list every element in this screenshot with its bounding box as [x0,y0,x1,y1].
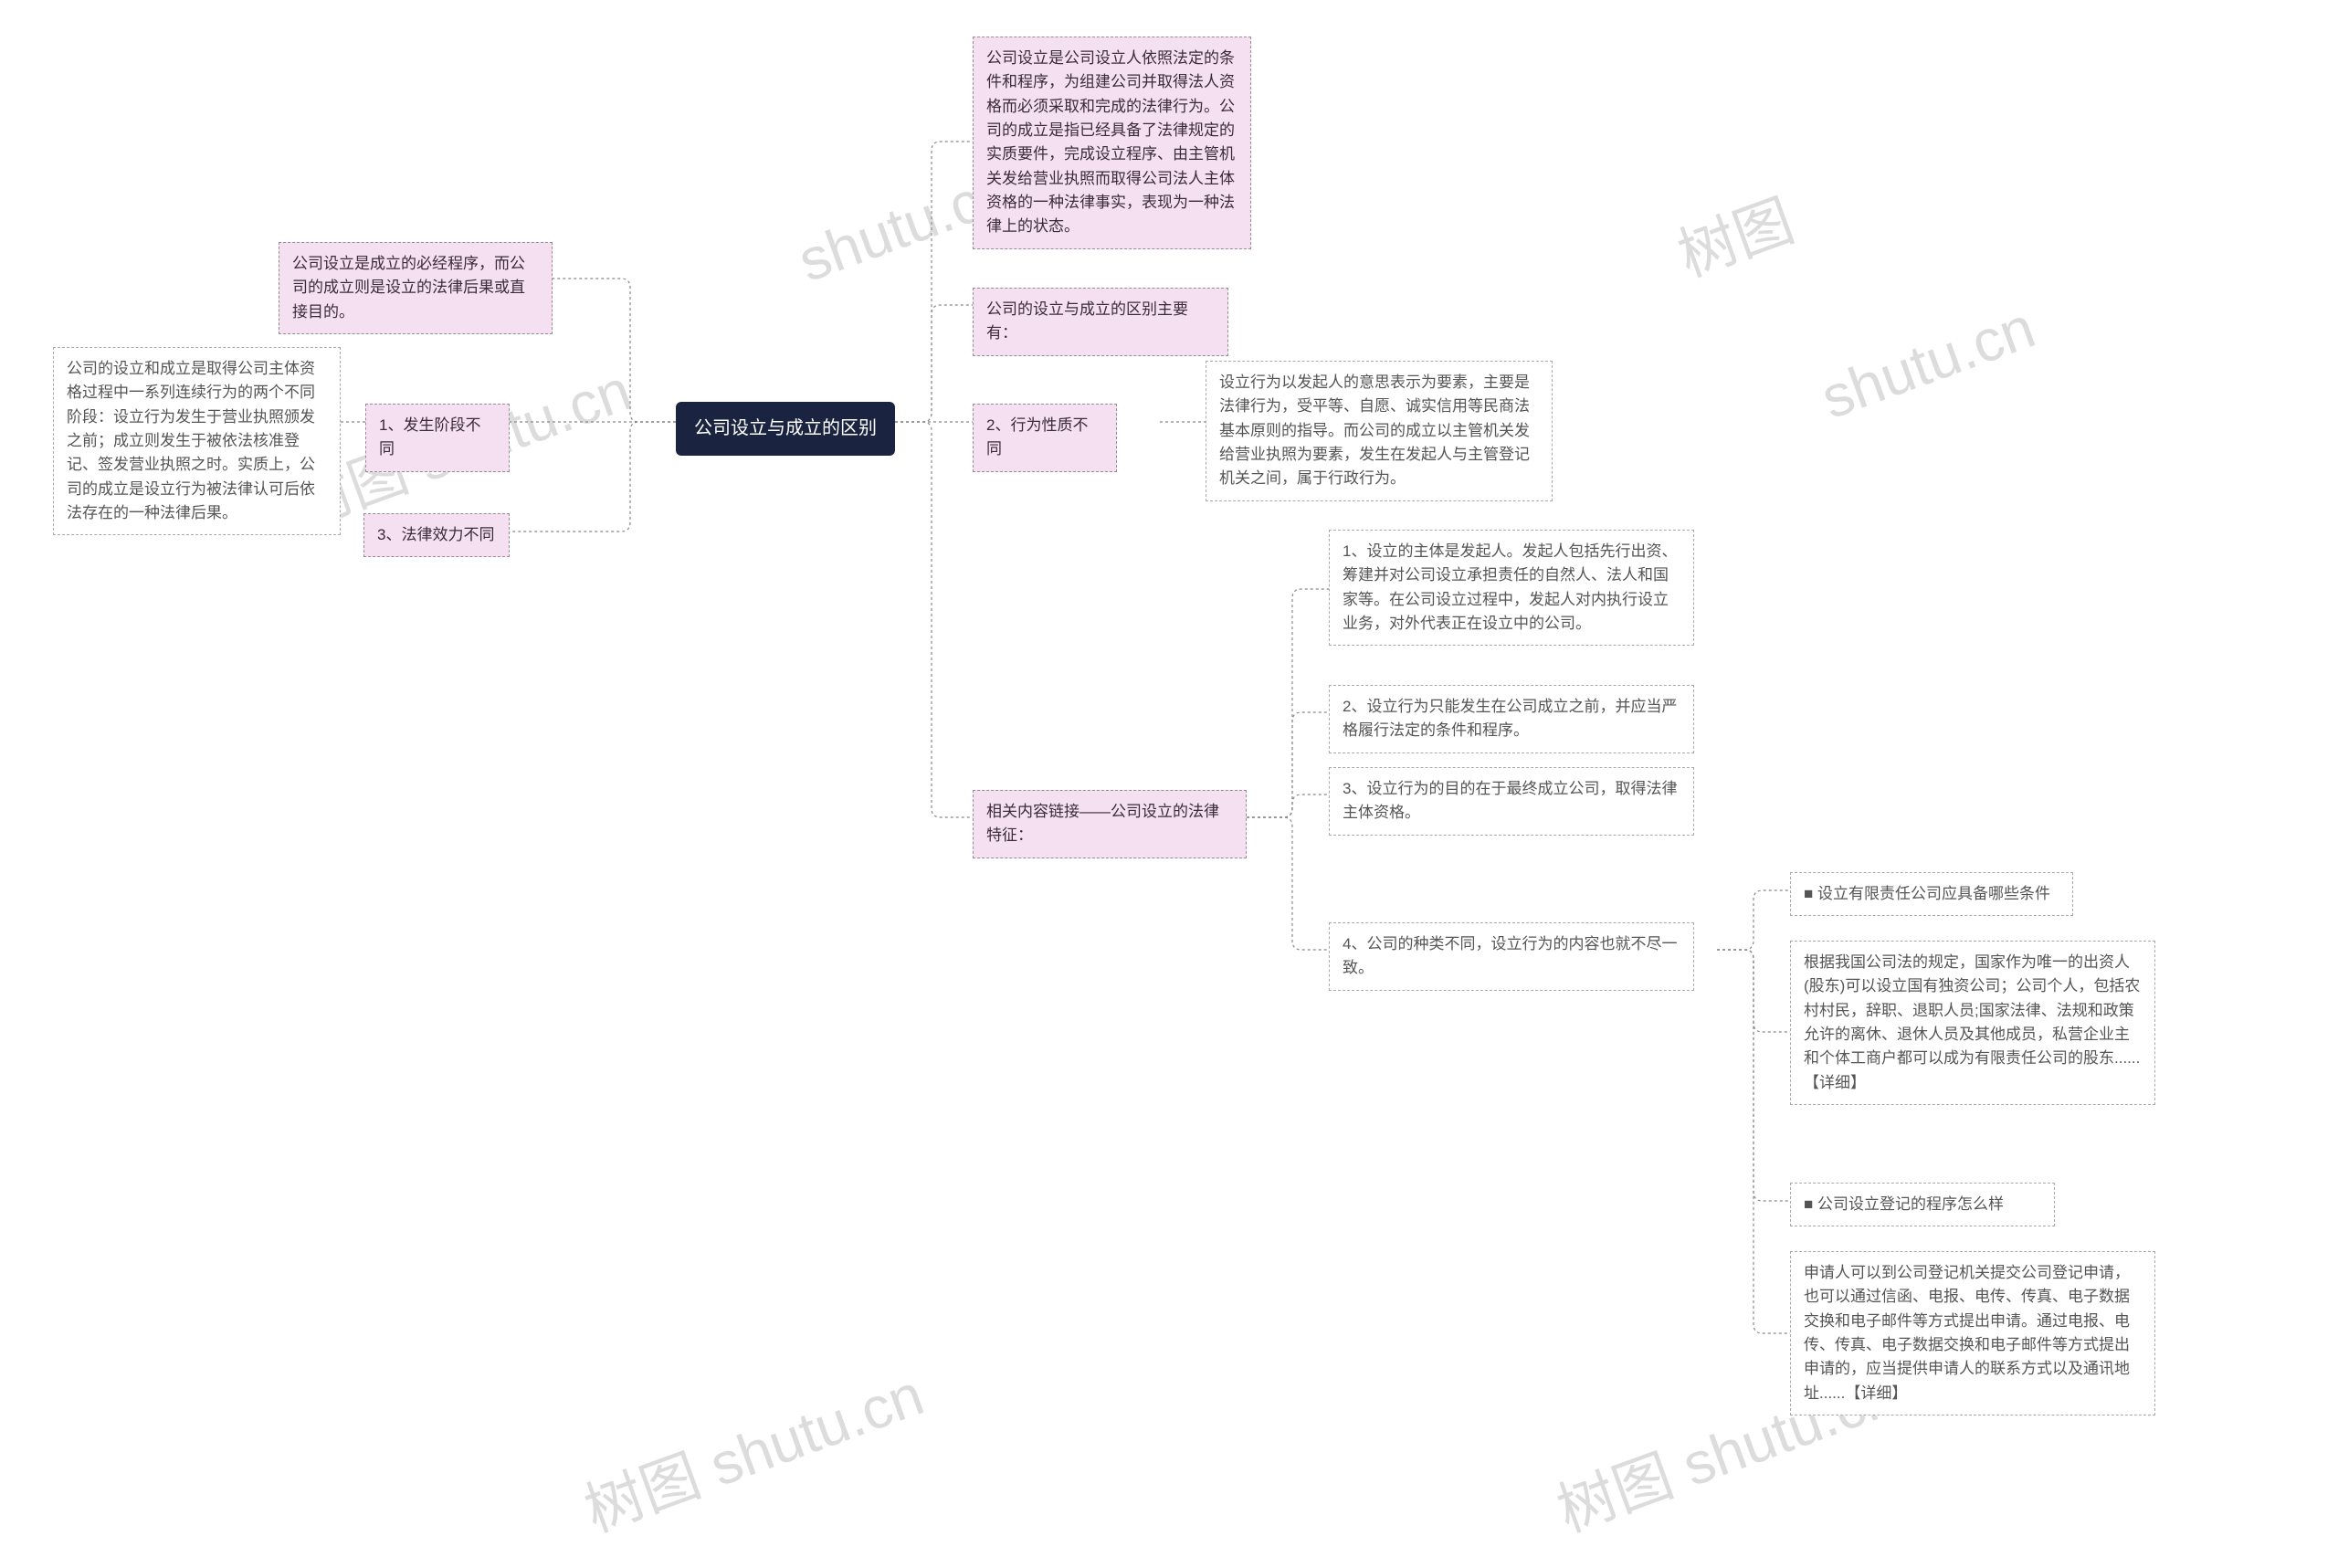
watermark: shutu.cn [1813,293,2044,432]
feature-1: 1、设立的主体是发起人。发起人包括先行出资、筹建并对公司设立承担责任的自然人、法… [1329,530,1694,646]
feature-4: 4、公司的种类不同，设立行为的内容也就不尽一致。 [1329,922,1694,991]
right-definition: 公司设立是公司设立人依照法定的条件和程序，为组建公司并取得法人资格而必须采取和完… [973,37,1251,249]
subtopic-llc-detail: 根据我国公司法的规定，国家作为唯一的出资人(股东)可以设立国有独资公司；公司个人… [1790,941,2155,1105]
subtopic-registration-proc: ■ 公司设立登记的程序怎么样 [1790,1183,2055,1226]
right-branch-2-detail: 设立行为以发起人的意思表示为要素，主要是法律行为，受平等、自愿、诚实信用等民商法… [1206,361,1553,501]
root-node: 公司设立与成立的区别 [676,402,895,456]
feature-2: 2、设立行为只能发生在公司成立之前，并应当严格履行法定的条件和程序。 [1329,685,1694,753]
left-intro: 公司设立是成立的必经程序，而公司的成立则是设立的法律后果或直接目的。 [279,242,553,334]
subtopic-llc-conditions: ■ 设立有限责任公司应具备哪些条件 [1790,872,2073,916]
left-branch-1: 1、发生阶段不同 [365,404,510,472]
left-branch-1-detail: 公司的设立和成立是取得公司主体资格过程中一系列连续行为的两个不同阶段：设立行为发… [53,347,341,535]
watermark: 树图 shutu.cn [572,1348,933,1548]
right-heading: 公司的设立与成立的区别主要有： [973,288,1228,356]
right-related-link: 相关内容链接——公司设立的法律特征： [973,790,1247,858]
mindmap-canvas: 树图 shutu.cn shutu.cn 树图 shutu.cn 树图 shut… [0,0,2338,1568]
left-branch-3: 3、法律效力不同 [363,513,510,557]
subtopic-registration-detail: 申请人可以到公司登记机关提交公司登记申请，也可以通过信函、电报、电传、传真、电子… [1790,1251,2155,1415]
watermark: 树图 [1665,174,1804,293]
right-branch-2: 2、行为性质不同 [973,404,1117,472]
feature-3: 3、设立行为的目的在于最终成立公司，取得法律主体资格。 [1329,767,1694,836]
